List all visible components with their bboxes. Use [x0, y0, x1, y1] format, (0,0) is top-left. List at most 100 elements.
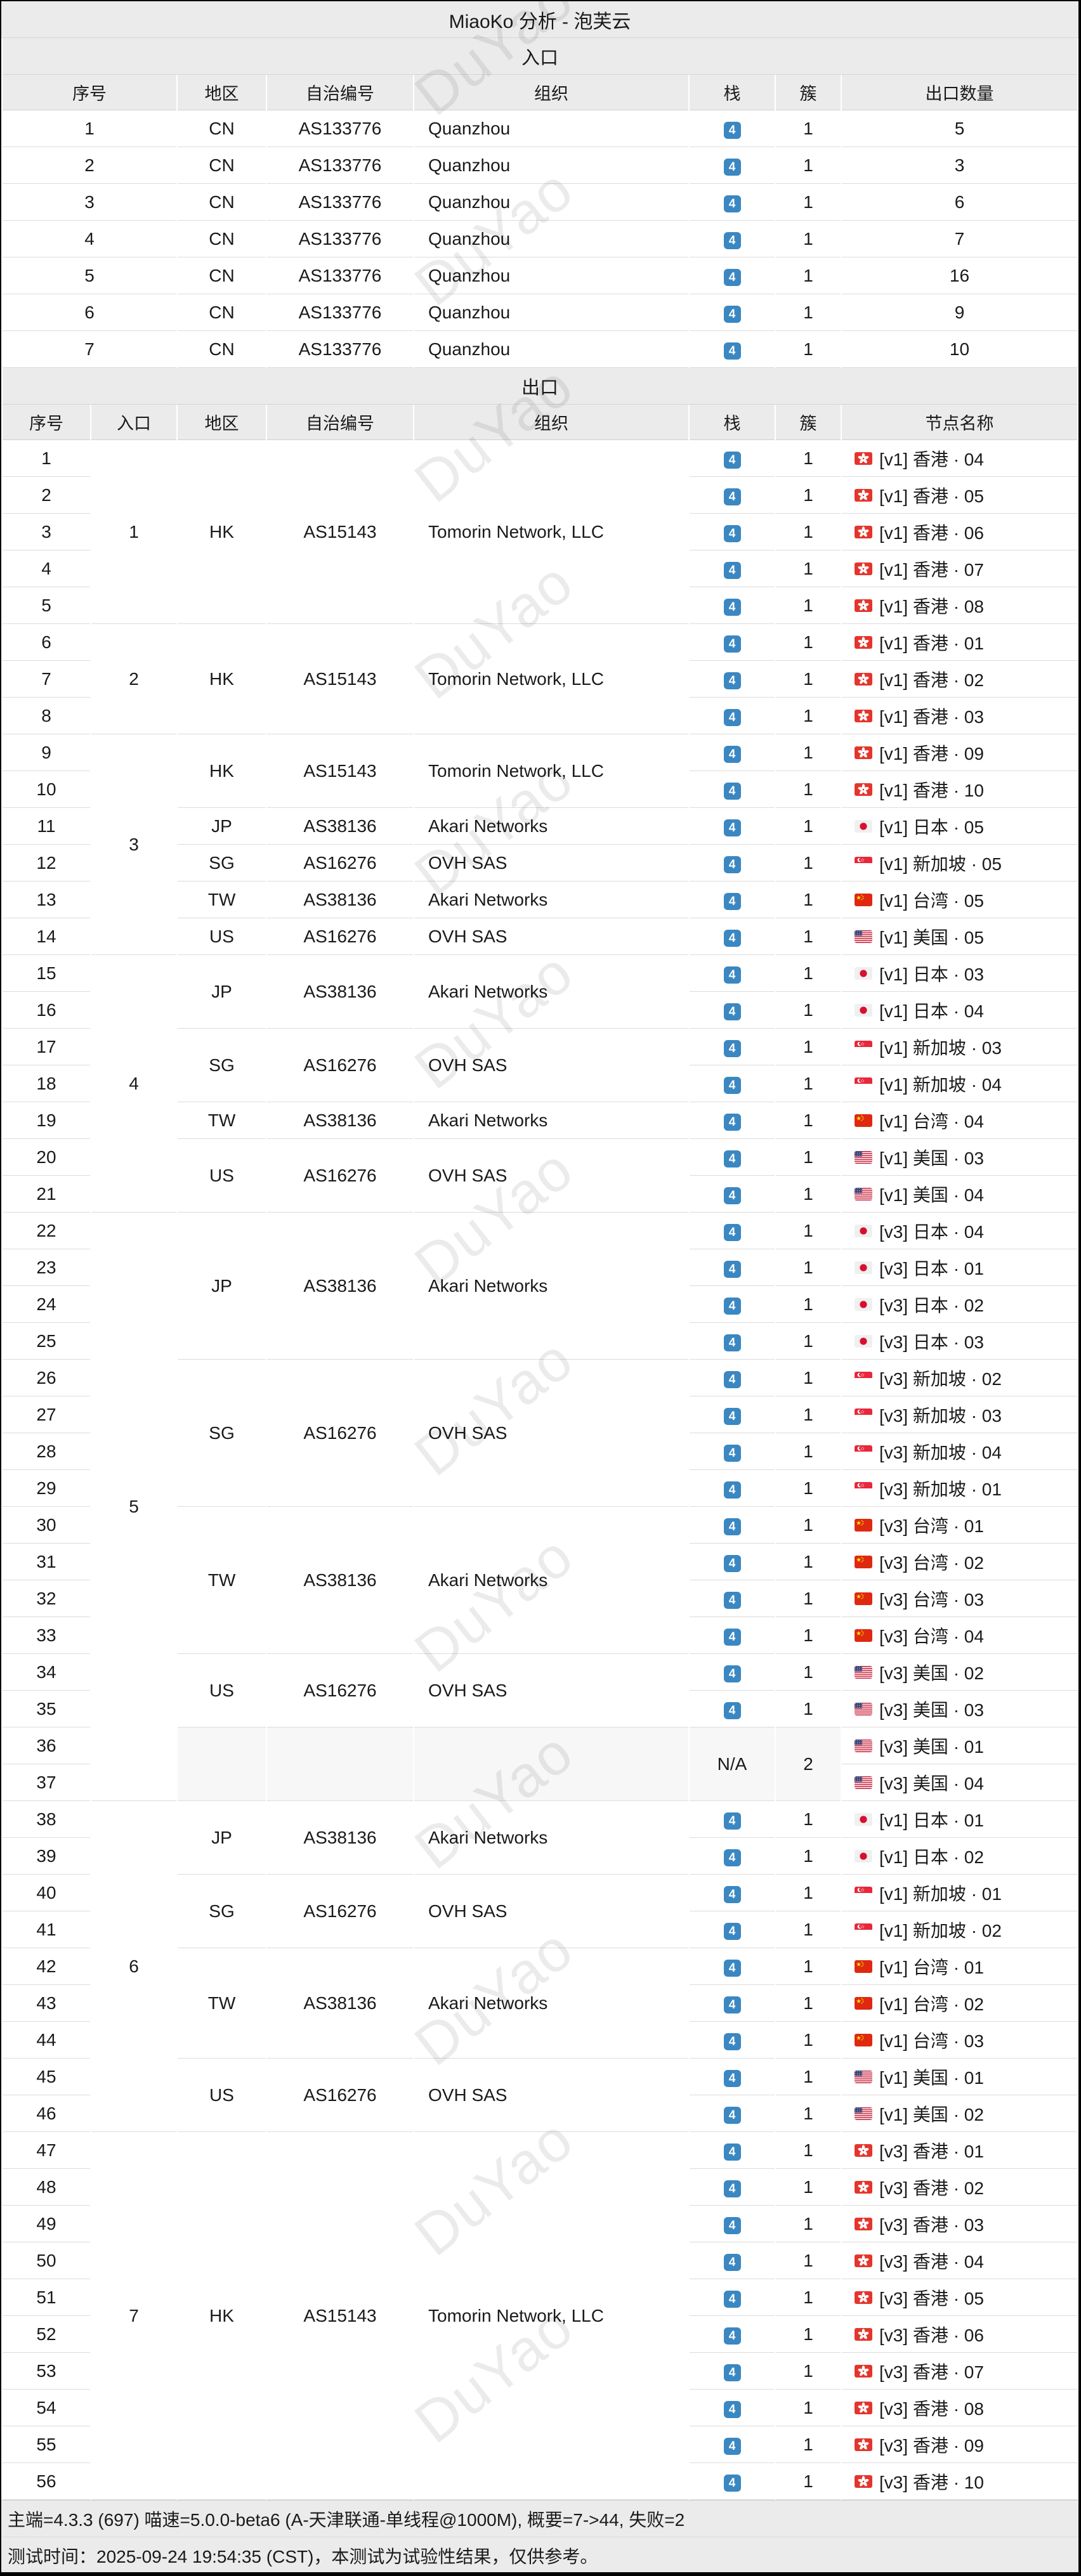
node-name-wrap: [v3] 香港 · 06	[842, 2322, 984, 2347]
exit-count-cell: 7	[842, 221, 1077, 257]
stack-badge: 4	[723, 1996, 741, 2013]
index-cell: 46	[3, 2095, 90, 2132]
index-cell: 27	[3, 1396, 90, 1433]
stack-cell: 4	[690, 550, 775, 587]
stack-cell: 4	[690, 440, 775, 477]
stack-cell: 4	[690, 1396, 775, 1433]
node-name-wrap: [v1] 新加坡 · 05	[842, 850, 1002, 876]
flag-jp-icon	[855, 1224, 872, 1237]
column-header: 地区	[178, 405, 266, 440]
asn-cell: AS133776	[267, 257, 413, 294]
flag-hk-icon	[855, 2254, 872, 2267]
exit-row: 1 1 HK AS15143 Tomorin Network, LLC 4 1 [v1] 香港…	[3, 440, 1077, 624]
node-name: [v1] 美国 · 03	[879, 1148, 984, 1168]
stack-cell: 4	[690, 587, 775, 624]
flag-cn-icon	[855, 1592, 872, 1605]
exit-row: 56 4 1 [v3] 香港 · 10	[3, 2463, 1077, 2500]
exit-table-head: 出口 序号 入口 地区 自治编号 组织栈簇节点名称	[3, 368, 1077, 440]
stack-badge: 4	[723, 1261, 741, 1278]
node-cell: [v1] 台湾 · 01	[842, 1948, 1077, 1985]
index-cell: 3	[3, 514, 90, 550]
exit-row: 54 4 1 [v3] 香港 · 08	[3, 2390, 1077, 2426]
cluster-cell: 1	[776, 147, 841, 184]
node-name-wrap: [v3] 日本 · 02	[842, 1292, 984, 1317]
index-cell: 19	[3, 1102, 90, 1139]
stack-badge: 4	[723, 930, 741, 947]
stack-badge: 4	[723, 269, 741, 286]
asn-cell: AS16276	[267, 918, 413, 955]
exit-row: 19 TW AS38136 Akari Networks 4 1 [v1] 台湾 · 04	[3, 1102, 1077, 1139]
cluster-cell: 1	[776, 1433, 841, 1470]
node-name: [v1] 新加坡 · 02	[879, 1920, 1002, 1941]
region-cell	[178, 1727, 266, 1801]
exit-row: 7 4 1 [v1] 香港 · 02	[3, 661, 1077, 698]
stack-badge: 4	[723, 525, 741, 542]
region-cell: HK	[178, 734, 266, 808]
flag-jp-icon	[855, 819, 872, 833]
org-cell: Tomorin Network, LLC	[414, 624, 688, 734]
org-cell: OVH SAS	[414, 845, 688, 881]
asn-cell: AS38136	[267, 1102, 413, 1139]
stack-cell: 4	[690, 2132, 775, 2169]
node-name-wrap: [v1] 香港 · 10	[842, 777, 984, 802]
node-name-wrap: [v1] 台湾 · 03	[842, 2027, 984, 2053]
exit-row: 42 TW AS38136 Akari Networks 4 1 [v1] 台湾 · 01	[3, 1948, 1077, 2059]
exit-row: 26 SG AS16276 OVH SAS 4 1 [v3] 新加坡 · 02	[3, 1360, 1077, 1507]
flag-hk-icon	[855, 525, 872, 538]
node-name: [v1] 美国 · 01	[879, 2067, 984, 2088]
exit-row: 9 3 HK AS15143 Tomorin Network, LLC 4 1 [v1] 香港…	[3, 734, 1077, 955]
exit-row: 24 4 1 [v3] 日本 · 02	[3, 1286, 1077, 1323]
flag-cn-icon	[855, 1555, 872, 1568]
column-header: 组织	[414, 405, 688, 440]
index-cell: 5	[3, 257, 176, 294]
column-header: 栈	[690, 75, 775, 110]
stack-badge: 4	[723, 1114, 741, 1131]
index-cell: 33	[3, 1617, 90, 1654]
stack-cell: 4	[690, 1102, 775, 1139]
cluster-cell: 1	[776, 2132, 841, 2169]
node-cell: [v1] 香港 · 04	[842, 440, 1077, 477]
column-header-row: 序号 入口 地区 自治编号 组织栈簇节点名称	[3, 405, 1077, 440]
cluster-cell: 1	[776, 2206, 841, 2242]
node-name: [v3] 香港 · 09	[879, 2435, 984, 2456]
stack-badge: 4	[723, 2070, 741, 2087]
stack-badge: 4	[723, 1040, 741, 1057]
flag-sg-icon	[855, 1923, 872, 1936]
flag-sg-icon	[855, 1077, 872, 1090]
asn-cell: AS38136	[267, 1507, 413, 1654]
node-name: [v1] 香港 · 02	[879, 670, 984, 690]
cluster-cell: 1	[776, 1544, 841, 1580]
stack-cell: 4	[690, 2463, 775, 2500]
stack-badge: 4	[723, 1555, 741, 1572]
index-cell: 11	[3, 808, 90, 845]
node-name: [v3] 美国 · 02	[879, 1663, 984, 1683]
node-name-wrap: [v3] 香港 · 05	[842, 2285, 984, 2310]
stack-badge: 4	[723, 1408, 741, 1425]
stack-badge: 4	[723, 2364, 741, 2381]
node-cell: [v3] 台湾 · 01	[842, 1507, 1077, 1544]
region-cell: CN	[178, 294, 266, 331]
node-cell: [v3] 香港 · 04	[842, 2242, 1077, 2279]
node-cell: [v1] 新加坡 · 03	[842, 1029, 1077, 1065]
stack-cell: 4	[690, 734, 775, 771]
flag-us-icon	[855, 1739, 872, 1752]
node-name: [v1] 日本 · 03	[879, 964, 984, 984]
index-cell: 2	[3, 147, 176, 184]
node-name-wrap: [v1] 日本 · 05	[842, 814, 984, 839]
asn-cell: AS38136	[267, 1801, 413, 1875]
stack-cell: N/A	[690, 1727, 775, 1801]
node-name-wrap: [v3] 新加坡 · 02	[842, 1365, 1002, 1391]
cluster-cell: 1	[776, 1507, 841, 1544]
cluster-cell: 1	[776, 587, 841, 624]
node-cell: [v1] 美国 · 05	[842, 918, 1077, 955]
stack-badge: 4	[723, 1003, 741, 1020]
org-cell: Tomorin Network, LLC	[414, 2132, 688, 2500]
region-cell: CN	[178, 184, 266, 221]
node-name-wrap: [v1] 台湾 · 05	[842, 887, 984, 913]
node-name: [v3] 台湾 · 02	[879, 1552, 984, 1573]
node-name-wrap: [v3] 香港 · 04	[842, 2248, 984, 2274]
stack-badge: 4	[723, 2180, 741, 2197]
stack-cell: 4	[690, 2059, 775, 2095]
stack-cell: 4	[690, 1838, 775, 1875]
cluster-cell: 1	[776, 698, 841, 734]
